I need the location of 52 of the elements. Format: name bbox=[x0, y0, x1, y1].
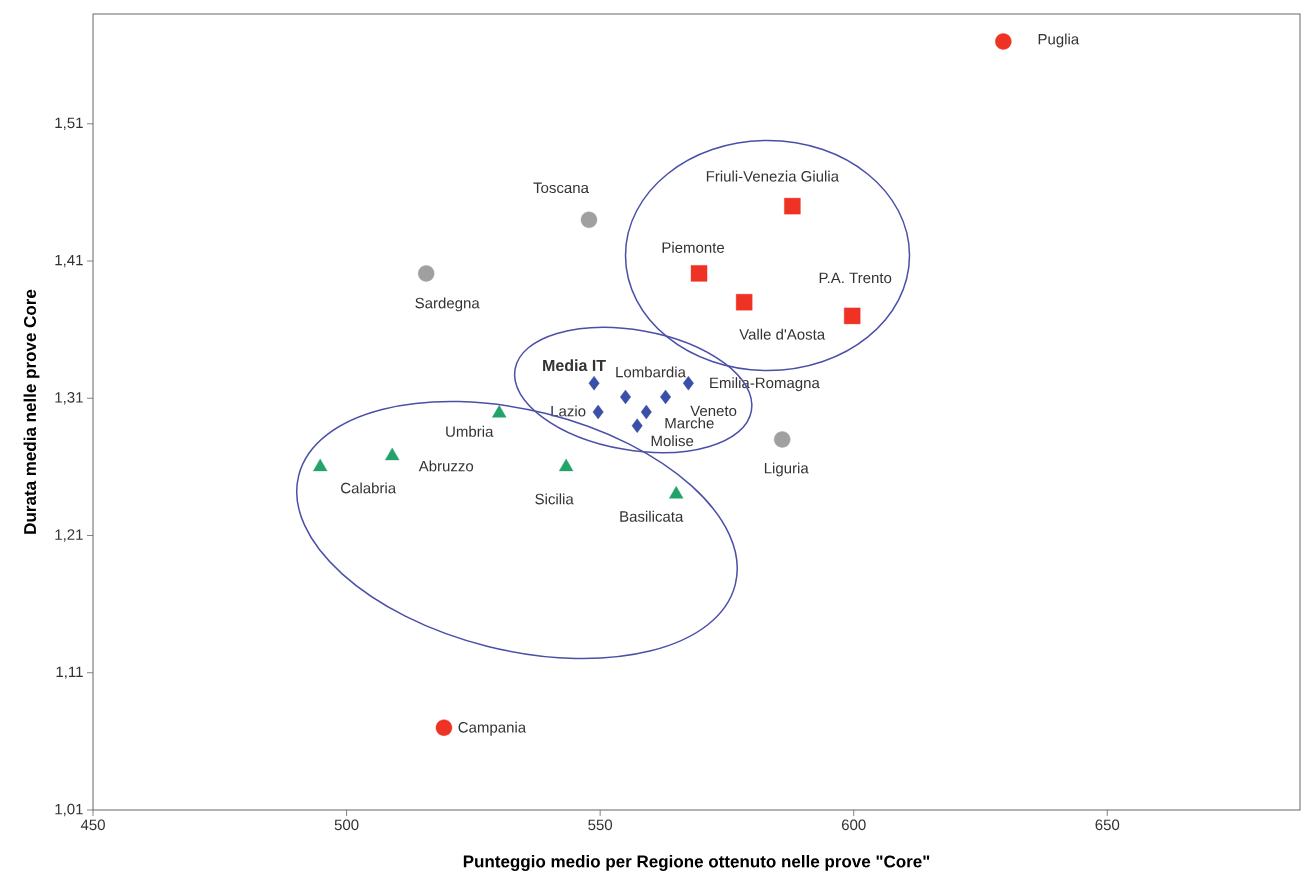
point bbox=[592, 404, 604, 420]
annotation: Toscana bbox=[533, 182, 589, 194]
point bbox=[735, 294, 753, 311]
point bbox=[492, 405, 507, 418]
annotation: Media IT bbox=[543, 359, 606, 372]
point bbox=[784, 197, 801, 215]
annotation: Marche bbox=[665, 417, 714, 429]
point bbox=[313, 458, 328, 472]
y-tick-label: 1,01 bbox=[55, 803, 83, 817]
annotation: Calabria bbox=[341, 482, 397, 494]
x-tick-label: 500 bbox=[334, 819, 359, 831]
point bbox=[844, 307, 861, 325]
y-tick-label: 1,11 bbox=[56, 666, 83, 679]
point bbox=[385, 447, 400, 461]
point bbox=[660, 389, 672, 405]
point bbox=[690, 265, 708, 282]
annotation: Campania bbox=[458, 721, 527, 736]
y-tick-label: 1,31 bbox=[55, 392, 83, 405]
annotation: Puglia bbox=[1038, 33, 1080, 48]
annotation: Friuli-Venezia Giulia bbox=[706, 170, 840, 182]
x-tick-label: 450 bbox=[80, 819, 105, 831]
point bbox=[669, 486, 684, 499]
y-tick-label: 1,41 bbox=[55, 254, 83, 268]
annotation: Molise bbox=[651, 435, 694, 447]
annotation: Abruzzo bbox=[418, 460, 474, 472]
y-axis-title: Durata media nelle prove Core bbox=[23, 289, 40, 534]
point bbox=[559, 458, 574, 472]
annotation: Veneto bbox=[690, 405, 737, 417]
annotation: Basilicata bbox=[620, 510, 684, 522]
annotation: Sicilia bbox=[535, 493, 574, 505]
x-axis-title: Punteggio medio per Regione ottenuto nelle prove "Core" bbox=[463, 855, 930, 871]
annotation: P.A. Trento bbox=[819, 272, 892, 284]
point bbox=[580, 211, 598, 229]
annotation: Liguria bbox=[764, 462, 809, 477]
annotation: Umbria bbox=[446, 425, 494, 437]
annotation: Valle d'Aosta bbox=[739, 328, 826, 340]
point bbox=[995, 33, 1012, 50]
annotation: Lombardia bbox=[616, 366, 686, 378]
x-tick-label: 550 bbox=[588, 819, 613, 831]
point bbox=[435, 719, 453, 736]
x-tick-label: 650 bbox=[1095, 819, 1120, 831]
point bbox=[588, 375, 600, 391]
point bbox=[418, 265, 435, 282]
annotation: Lazio bbox=[551, 405, 586, 417]
annotation: Piemonte bbox=[662, 241, 725, 253]
x-tick-label: 600 bbox=[841, 819, 866, 831]
y-tick-label: 1,51 bbox=[55, 117, 83, 130]
point bbox=[774, 431, 791, 448]
y-tick-label: 1,21 bbox=[55, 529, 83, 542]
point bbox=[631, 418, 643, 433]
point bbox=[640, 404, 652, 420]
annotation: Sardegna bbox=[415, 297, 480, 312]
